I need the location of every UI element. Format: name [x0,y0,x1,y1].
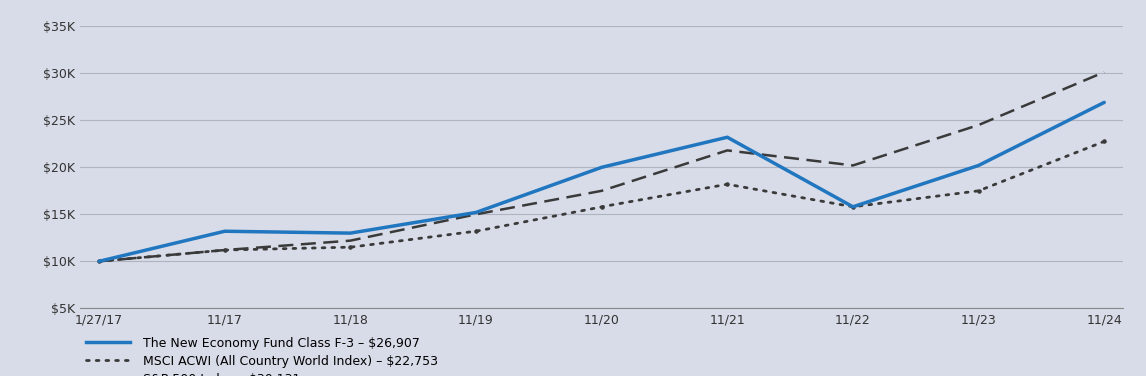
S&P 500 Index – $30,131 [1098,70,1112,74]
MSCI ACWI (All Country World Index) – $22,753 [469,229,482,233]
The New Economy Fund Class F-3 – $26,907 [846,205,860,209]
The New Economy Fund Class F-3 – $26,907 [595,165,609,170]
The New Economy Fund Class F-3 – $26,907 [1098,100,1112,105]
Line: MSCI ACWI (All Country World Index) – $22,753: MSCI ACWI (All Country World Index) – $2… [99,141,1105,261]
MSCI ACWI (All Country World Index) – $22,753 [972,189,986,193]
Legend: The New Economy Fund Class F-3 – $26,907, MSCI ACWI (All Country World Index) – : The New Economy Fund Class F-3 – $26,907… [86,337,438,376]
The New Economy Fund Class F-3 – $26,907 [972,163,986,168]
The New Economy Fund Class F-3 – $26,907 [92,259,105,264]
Line: The New Economy Fund Class F-3 – $26,907: The New Economy Fund Class F-3 – $26,907 [99,102,1105,261]
MSCI ACWI (All Country World Index) – $22,753 [595,205,609,209]
MSCI ACWI (All Country World Index) – $22,753 [218,248,231,252]
S&P 500 Index – $30,131 [469,212,482,217]
The New Economy Fund Class F-3 – $26,907 [218,229,231,233]
S&P 500 Index – $30,131 [846,163,860,168]
The New Economy Fund Class F-3 – $26,907 [469,210,482,215]
Line: S&P 500 Index – $30,131: S&P 500 Index – $30,131 [99,72,1105,261]
S&P 500 Index – $30,131 [595,189,609,193]
S&P 500 Index – $30,131 [92,259,105,264]
MSCI ACWI (All Country World Index) – $22,753 [344,245,358,250]
MSCI ACWI (All Country World Index) – $22,753 [721,182,735,186]
S&P 500 Index – $30,131 [344,238,358,243]
MSCI ACWI (All Country World Index) – $22,753 [92,259,105,264]
MSCI ACWI (All Country World Index) – $22,753 [846,205,860,209]
S&P 500 Index – $30,131 [218,248,231,252]
The New Economy Fund Class F-3 – $26,907 [344,231,358,235]
The New Economy Fund Class F-3 – $26,907 [721,135,735,139]
MSCI ACWI (All Country World Index) – $22,753 [1098,139,1112,144]
S&P 500 Index – $30,131 [972,123,986,127]
S&P 500 Index – $30,131 [721,148,735,153]
